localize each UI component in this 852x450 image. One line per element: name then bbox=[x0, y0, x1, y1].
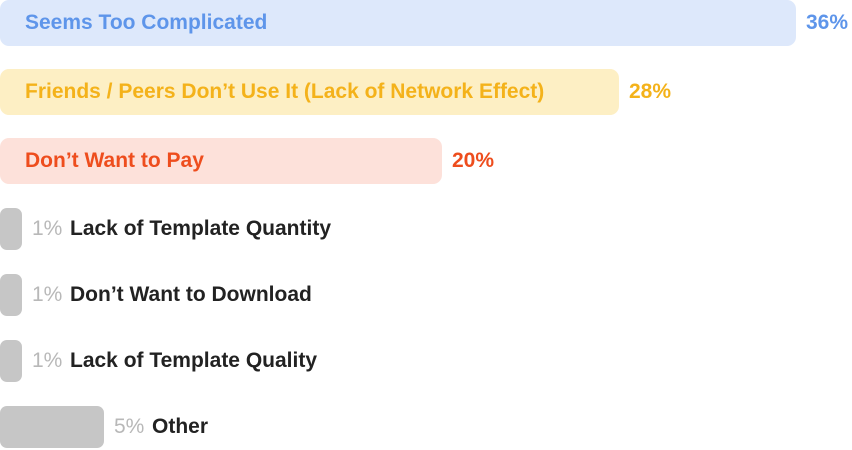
bar-row: Don’t Want to Pay 20% bbox=[0, 138, 852, 184]
bar-row: 5% Other bbox=[0, 404, 852, 450]
bar-row: 1% Lack of Template Quantity bbox=[0, 206, 852, 252]
bar-row: Seems Too Complicated 36% bbox=[0, 0, 852, 46]
bar bbox=[0, 138, 442, 184]
bar-row: Friends / Peers Don’t Use It (Lack of Ne… bbox=[0, 69, 852, 115]
category-label: Don’t Want to Download bbox=[70, 283, 312, 306]
value-label: 20% bbox=[452, 149, 495, 172]
bar bbox=[0, 340, 22, 382]
bar bbox=[0, 0, 796, 46]
category-label: Lack of Template Quality bbox=[70, 349, 318, 372]
bar bbox=[0, 69, 619, 115]
category-label: Don’t Want to Pay bbox=[25, 149, 204, 172]
value-label: 28% bbox=[629, 80, 672, 103]
bar-row: 1% Lack of Template Quality bbox=[0, 338, 852, 384]
category-label: Lack of Template Quantity bbox=[70, 217, 331, 240]
category-label: Friends / Peers Don’t Use It (Lack of Ne… bbox=[25, 80, 545, 103]
category-label: Seems Too Complicated bbox=[25, 11, 268, 34]
value-label: 1% bbox=[32, 349, 63, 372]
category-label: Other bbox=[152, 415, 209, 438]
value-label: 1% bbox=[32, 217, 63, 240]
value-label: 36% bbox=[806, 11, 849, 34]
bar-row: 1% Don’t Want to Download bbox=[0, 272, 852, 318]
value-label: 5% bbox=[114, 415, 145, 438]
bar bbox=[0, 208, 22, 250]
bar bbox=[0, 406, 104, 448]
bar bbox=[0, 274, 22, 316]
value-label: 1% bbox=[32, 283, 63, 306]
